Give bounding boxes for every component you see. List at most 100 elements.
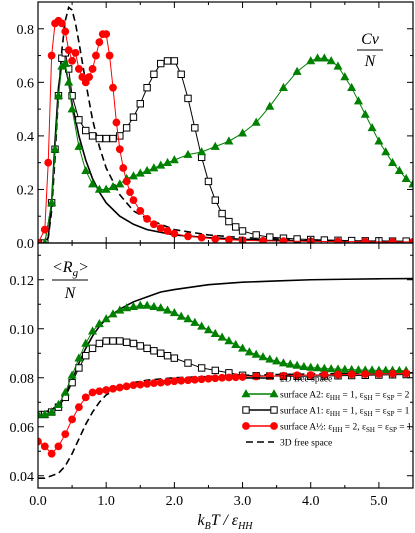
bottom-point-A2 [101,314,111,323]
ylabel-rg-sub: g [73,267,79,279]
legend-label-free3d: 3D free space [280,438,332,449]
bottom-point-A2 [47,407,57,416]
top-ytick-label: 0.4 [17,130,35,145]
top-line-Ahalf [38,20,413,243]
top-point-Ahalf [88,65,97,73]
top-point-A2 [94,184,104,193]
bottom-point-Ahalf [54,442,63,451]
bottom-point-Ahalf [163,378,172,386]
bottom-point-Ahalf [402,369,411,378]
legend-marker-A1 [242,406,250,414]
top-point-A1 [129,113,138,121]
bottom-point-Ahalf [88,388,97,397]
top-point-Ahalf [225,235,233,243]
bottom-point-A2 [299,361,309,371]
top-point-A2 [353,96,363,105]
top-point-Ahalf [95,38,104,47]
top-line-free3d [38,5,413,243]
legend-marker-Ahalf [242,422,250,430]
bottom-point-Ahalf [306,371,315,379]
top-point-A1 [347,236,356,243]
legend-text-sub2: SH [364,394,373,402]
top-point-A2 [292,66,302,75]
top-x-ticks [37,2,414,243]
bottom-point-A2 [88,326,98,335]
top-point-A1 [218,209,226,218]
legend-text-sub1: HH [332,426,342,434]
legend-label-A2: surface A2: εHH = 1, εSH = εSP = 2 [280,390,410,403]
bottom-point-A2 [306,362,316,371]
top-point-A2 [210,141,220,150]
bottom-point-A2 [128,301,138,311]
legend-text-mid2: = ε [373,391,387,401]
top-point-A1 [238,227,247,235]
top-point-A2 [360,109,370,118]
top-point-Ahalf [64,46,73,55]
legend-marker-A2 [241,389,251,398]
top-point-Ahalf [163,227,172,235]
bottom-point-A2 [367,365,377,374]
top-ytick-label: 0.8 [17,23,35,38]
bottom-point-A1 [95,339,104,348]
top-point-A1 [266,233,274,241]
top-point-A1 [102,134,110,143]
bottom-point-A1 [116,337,124,345]
bottom-xtick-label: 2.0 [166,494,184,509]
top-point-A2 [64,77,74,86]
legend-text-label: surface A1: ε [280,406,330,417]
top-point-Ahalf [279,237,288,243]
bottom-point-Ahalf [47,449,56,458]
bottom-point-Ahalf [388,369,397,378]
top-point-A2 [388,157,398,166]
xlabel-sub-b: B [205,521,211,532]
bottom-point-Ahalf [129,381,138,389]
bottom-point-A1 [136,342,144,350]
top-point-Ahalf [102,30,111,39]
bottom-point-Ahalf [218,373,226,382]
bottom-point-Ahalf [293,371,301,380]
top-series-group [38,5,413,243]
bottom-point-Ahalf [136,380,145,389]
bottom-point-A1 [150,347,158,355]
legend-text-mid2: = ε [373,407,387,417]
bottom-point-A2 [81,338,91,347]
top-point-A2 [149,163,159,172]
legend-text-sub3: SP [387,410,395,418]
legend-text-sub2: SH [364,410,373,418]
bottom-point-A2 [163,305,173,314]
bottom-point-A2 [353,365,363,374]
bottom-point-A1 [170,354,179,362]
top-point-A2 [238,128,248,137]
bottom-point-Ahalf [150,379,158,388]
top-point-A2 [101,184,111,193]
bottom-point-A2 [176,311,186,320]
bottom-point-A1 [129,339,138,348]
bottom-ytick-label: 0.04 [10,470,35,485]
bottom-point-A2 [326,364,336,373]
top-point-A1 [252,231,260,239]
top-point-A1 [88,132,97,140]
top-point-A2 [278,82,288,91]
bottom-ytick-label: 0.10 [10,323,35,338]
top-point-Ahalf [361,237,370,243]
top-point-A2 [67,104,77,113]
bottom-y-ticks: 0.04 0.06 0.08 0.10 0.12 [10,254,413,485]
bottom-point-Ahalf [204,374,213,383]
bottom-point-Ahalf [75,403,83,412]
bottom-point-Ahalf [231,373,240,382]
top-point-A2 [326,56,336,65]
top-ytick-label: 0.0 [17,237,35,252]
bottom-point-A2 [183,314,193,323]
bottom-point-A2 [217,332,227,341]
bottom-point-Ahalf [156,378,165,387]
bottom-point-A2 [197,321,207,330]
top-point-A2 [81,165,91,174]
top-point-A2 [340,72,350,81]
top-point-A1 [95,134,104,143]
bottom-xtick-label: 1.0 [97,494,115,509]
bottom-point-A2 [251,349,261,358]
bottom-point-A1 [122,338,131,346]
legend-label-free2d: 2D free space [280,374,332,385]
top-point-A2 [115,179,125,188]
